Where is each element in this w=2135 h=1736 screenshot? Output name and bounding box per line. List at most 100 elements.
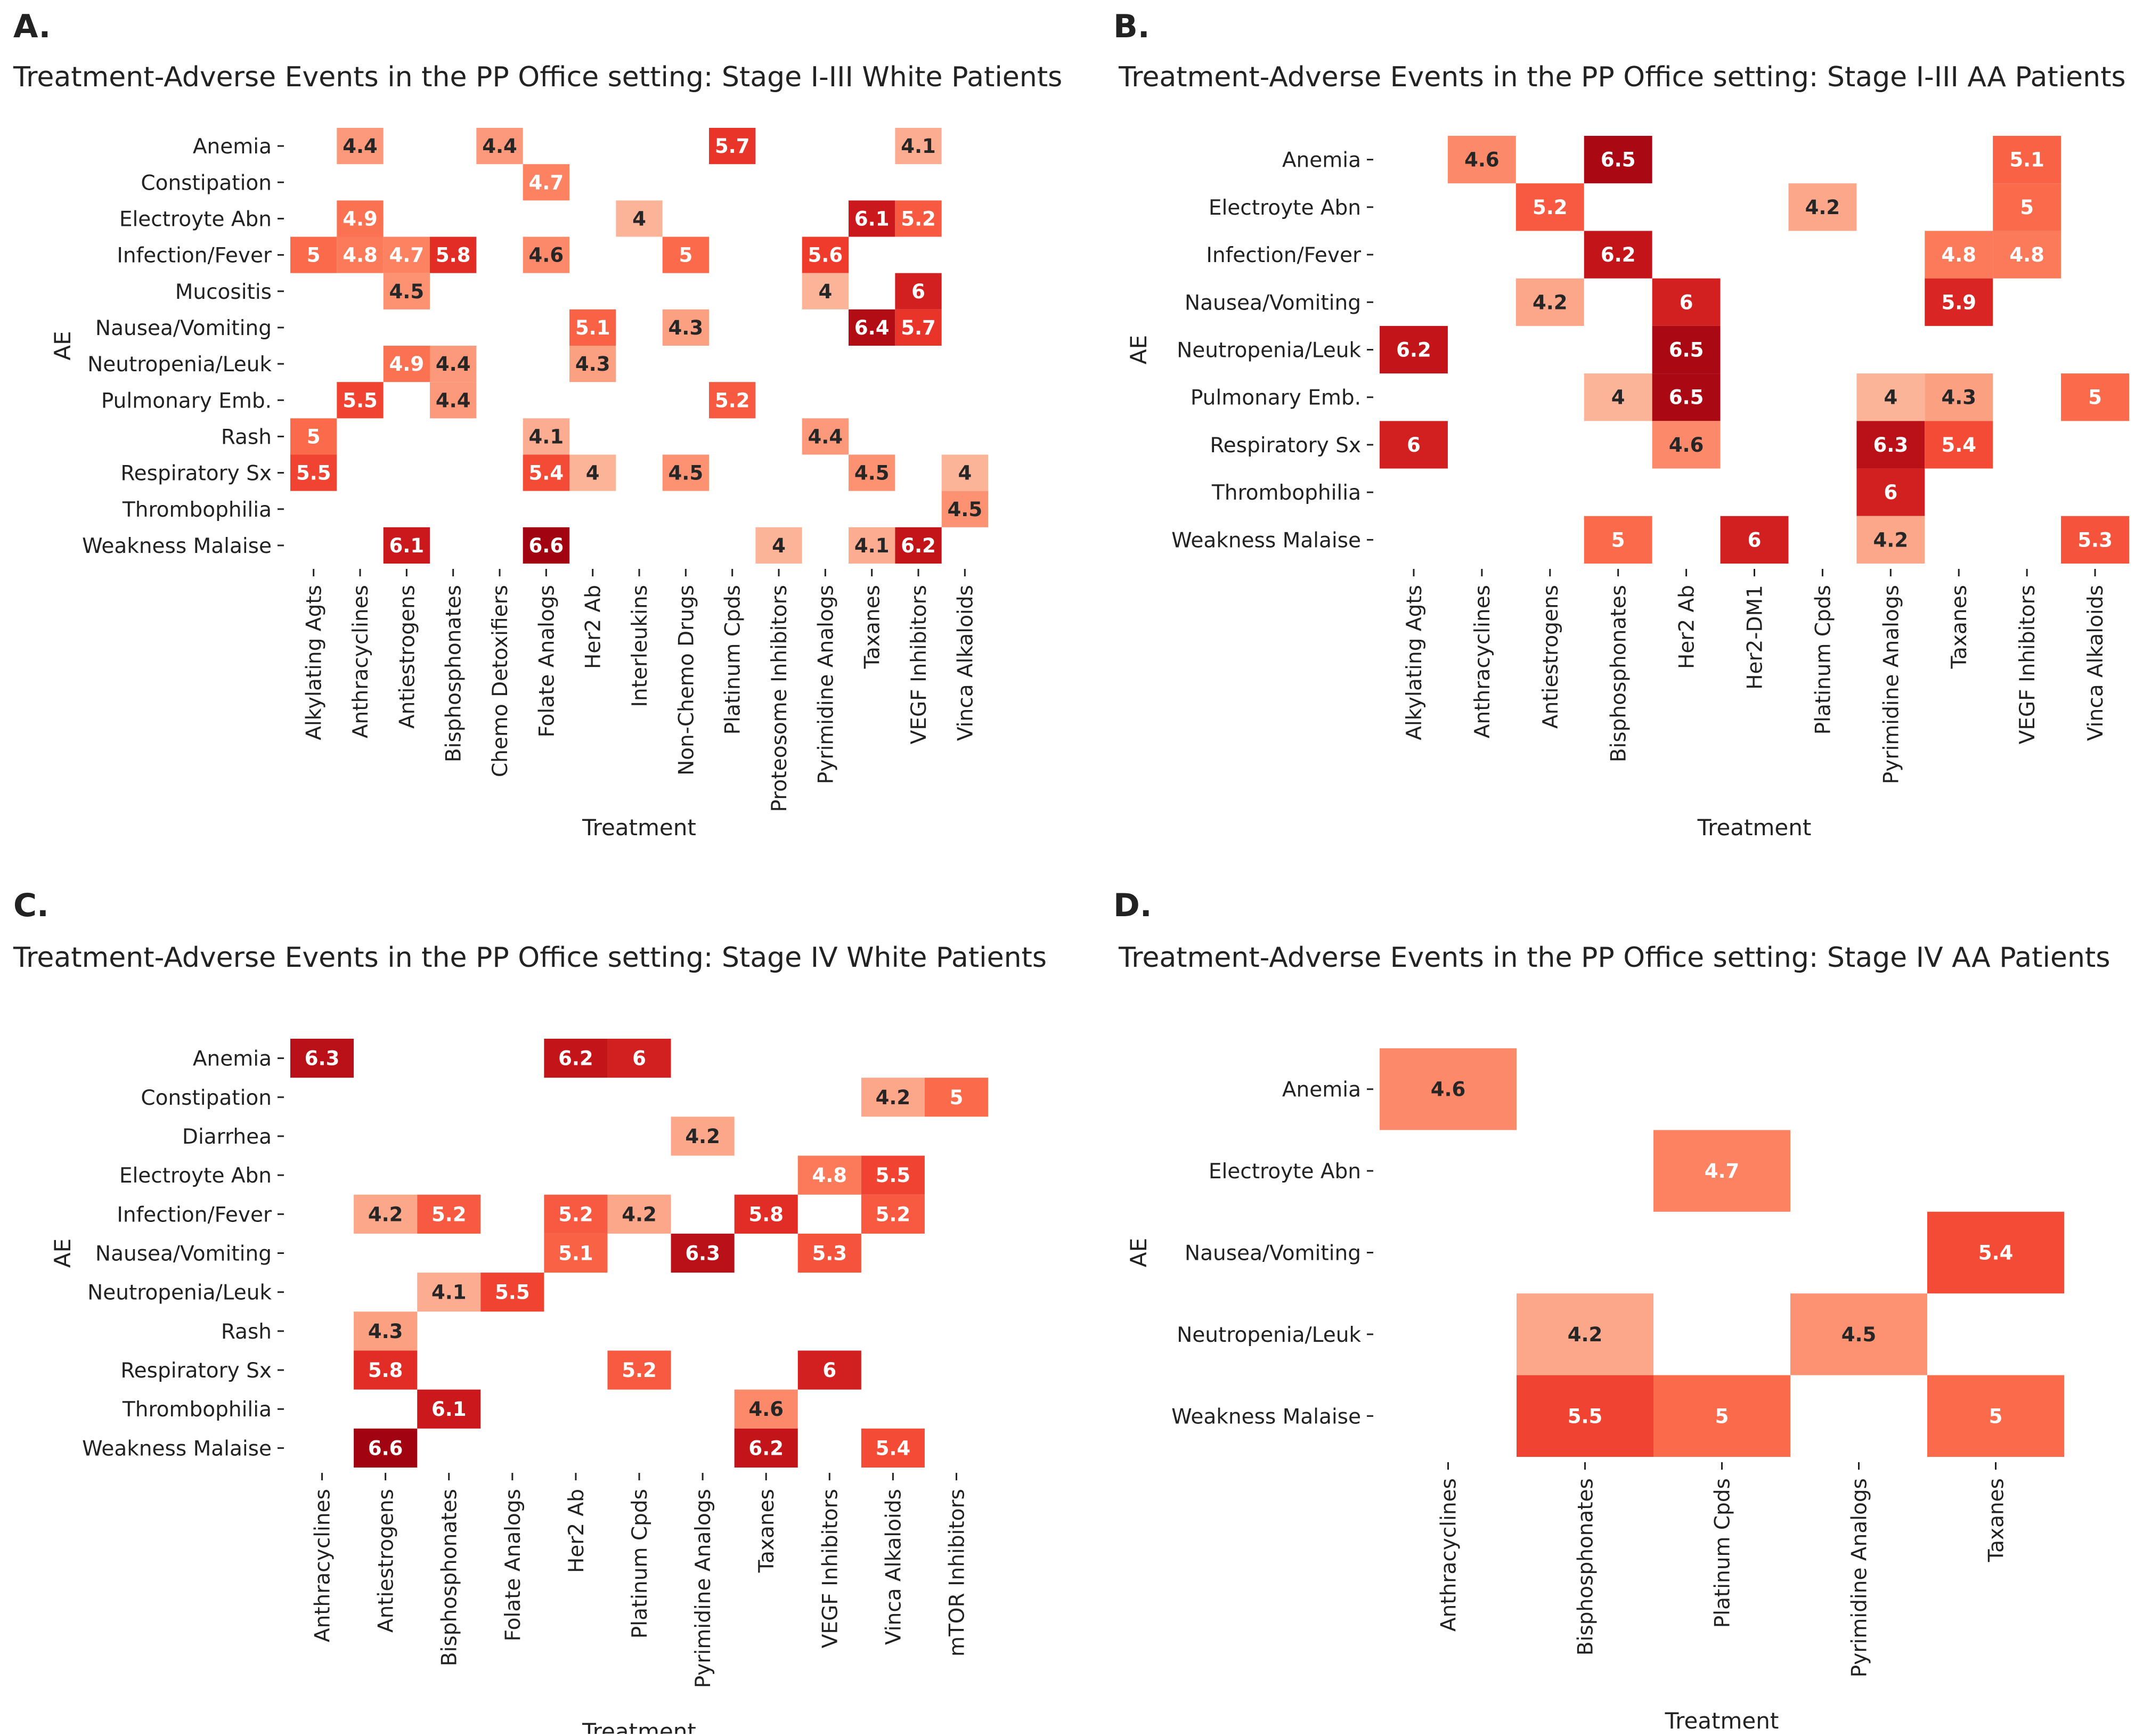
heatmap-cell	[1993, 231, 2061, 279]
column-tick-label: Folate Analogs	[501, 1489, 525, 1641]
cell-value-label: 4	[958, 462, 972, 485]
cell-value-label: 5.7	[901, 316, 936, 339]
column-tick-label: Platinum Cpds	[1711, 1478, 1735, 1628]
heatmap-cell	[662, 454, 709, 491]
heatmap-cell	[1652, 325, 1721, 374]
column-tick-label: Her2 Ab	[1675, 585, 1699, 669]
panel-title: Treatment-Adverse Events in the PP Offic…	[13, 942, 1047, 974]
row-tick-label: Mucositis	[175, 280, 272, 304]
heatmap-cell	[1927, 1211, 2064, 1294]
cell-value-label: 4.7	[389, 244, 425, 267]
cell-value-label: 4.4	[343, 135, 378, 158]
heatmap-cell	[2061, 373, 2129, 421]
heatmap-cell	[2061, 516, 2129, 564]
cell-value-label: 5.8	[436, 244, 471, 267]
cell-value-label: 4.1	[854, 534, 890, 557]
column-tick-label: Alkylating Agts	[303, 585, 327, 740]
cell-value-label: 4.2	[876, 1086, 911, 1109]
column-tick-label: Alkylating Agts	[1403, 585, 1427, 740]
heatmap-cell	[895, 273, 942, 309]
heatmap-cell	[1380, 325, 1448, 374]
cell-value-label: 5	[2020, 196, 2034, 219]
cell-value-label: 6.5	[1669, 386, 1704, 409]
heatmap-cell	[662, 309, 709, 346]
heatmap-cell	[1993, 183, 2061, 231]
cell-value-label: 6.2	[748, 1437, 784, 1460]
column-tick-label: Non-Chemo Drugs	[674, 585, 698, 776]
row-tick-label: Nausea/Vomiting	[95, 316, 272, 340]
cell-value-label: 5.1	[558, 1242, 593, 1265]
cell-value-label: 4	[1611, 386, 1625, 409]
column-tick-label: Antiestrogens	[374, 1489, 398, 1633]
column-tick-label: Platinum Cpds	[1811, 585, 1835, 735]
row-tick-label: Neutropenia/Leuk	[87, 353, 272, 377]
heatmap-cell	[1925, 373, 1993, 421]
cell-value-label: 5	[1611, 528, 1625, 551]
cell-value-label: 4.9	[389, 353, 425, 376]
heatmap-cell	[1720, 516, 1789, 564]
heatmap-cell	[1652, 373, 1721, 421]
heatmap-cell	[671, 1116, 735, 1156]
heatmap-cell	[1584, 231, 1652, 279]
heatmap-cell	[1925, 231, 1993, 279]
heatmap-cell	[797, 1233, 861, 1273]
cell-value-label: 5.2	[431, 1203, 467, 1226]
heatmap-cell	[544, 1194, 608, 1234]
cell-value-label: 6.1	[854, 207, 890, 230]
cell-value-label: 4.8	[2009, 243, 2044, 266]
y-axis-label: AE	[1126, 1238, 1152, 1267]
panel-b: B. Treatment-Adverse Events in the PP Off…	[1113, 8, 2129, 841]
cell-value-label: 4	[586, 462, 600, 485]
heatmap-cell	[895, 128, 942, 165]
cell-value-label: 4	[818, 280, 832, 303]
cell-value-label: 5.6	[808, 244, 843, 267]
row-tick-label: Anemia	[1282, 149, 1361, 173]
row-tick-label: Weakness Malaise	[1171, 1405, 1361, 1429]
column-tick-label: Bisphosphonates	[438, 1489, 462, 1666]
heatmap-cell	[861, 1078, 925, 1117]
column-tick-label: Folate Analogs	[535, 585, 559, 737]
cell-value-label: 5.5	[495, 1281, 530, 1304]
cell-value-label: 6	[822, 1359, 836, 1382]
heatmap-cell	[1584, 516, 1652, 564]
heatmap-cell	[709, 128, 756, 165]
cell-value-label: 5.5	[343, 389, 378, 412]
heatmap-cell	[290, 237, 337, 273]
heatmap-cell	[417, 1389, 481, 1429]
heatmap-cell	[861, 1194, 925, 1234]
heatmap-cell	[337, 237, 384, 273]
row-tick-label: Electroyte Abn	[1209, 196, 1361, 220]
x-axis-label: Treatment	[1697, 814, 1812, 841]
heatmap-cell	[1856, 516, 1925, 564]
row-tick-label: Neutropenia/Leuk	[1177, 1323, 1361, 1347]
heatmap-cell	[569, 454, 616, 491]
heatmap-cell	[802, 273, 849, 309]
heatmap-cell	[941, 454, 988, 491]
column-tick-label: Bisphosphonates	[442, 585, 466, 762]
row-tick-label: Infection/Fever	[117, 244, 272, 268]
cell-value-label: 4.3	[368, 1320, 403, 1343]
heatmap-cell	[1856, 468, 1925, 516]
cell-value-label: 4.2	[1805, 196, 1840, 219]
heatmap-cell	[1652, 278, 1721, 326]
heatmap-cell	[849, 200, 895, 237]
column-tick-label: Platinum Cpds	[721, 585, 745, 735]
cell-value-label: 6.6	[529, 534, 564, 557]
cell-value-label: 4.1	[529, 425, 564, 448]
column-tick-label: Pyrimidine Analogs	[1848, 1478, 1872, 1677]
column-tick-label: Anthracyclines	[349, 585, 373, 738]
cell-value-label: 6.2	[558, 1047, 593, 1070]
cell-value-label: 4.8	[812, 1164, 847, 1187]
row-tick-label: Infection/Fever	[1206, 243, 1362, 267]
heatmap-cell	[569, 346, 616, 382]
cell-value-label: 5.8	[368, 1359, 403, 1382]
heatmap-cell	[616, 200, 663, 237]
cell-value-label: 6	[632, 1047, 646, 1070]
heatmap-cell	[430, 382, 477, 419]
row-tick-label: Electroyte Abn	[119, 207, 272, 231]
row-tick-label: Respiratory Sx	[1210, 434, 1361, 458]
heatmap-cell	[523, 418, 569, 455]
row-tick-label: Neutropenia/Leuk	[1177, 339, 1361, 363]
row-tick-label: Electroyte Abn	[1209, 1160, 1361, 1184]
